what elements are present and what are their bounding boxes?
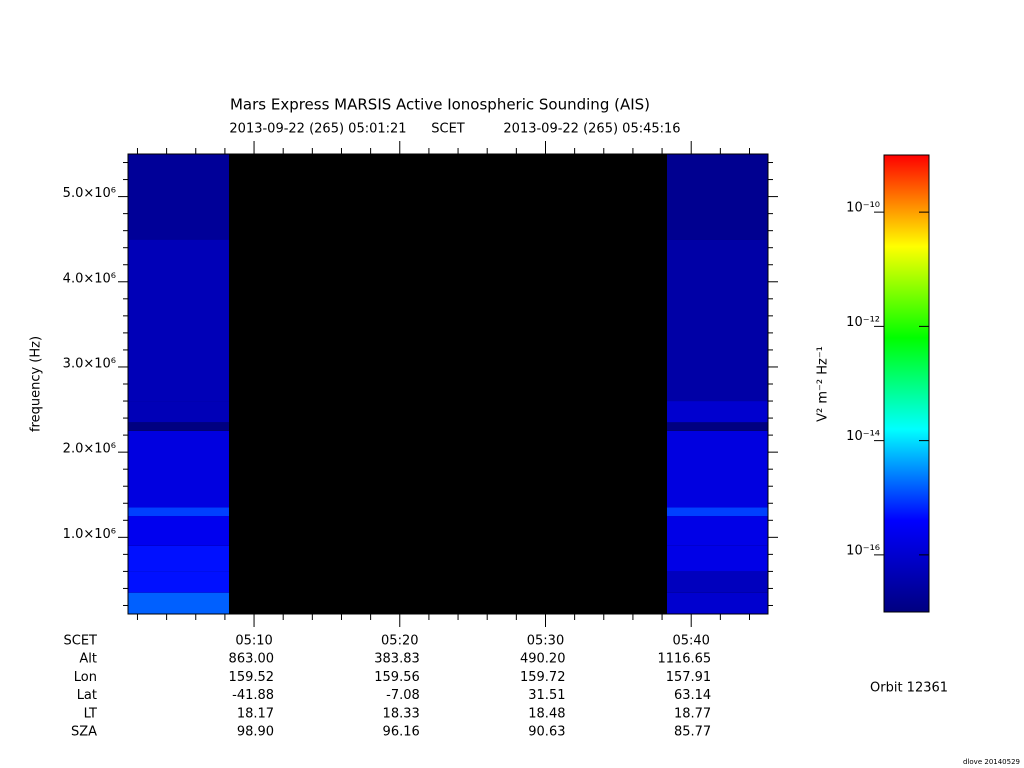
- ephemeris-label: Lon: [74, 670, 97, 685]
- spectrogram-cell: [667, 516, 768, 546]
- y-tick-label: 5.0×10⁶: [63, 186, 116, 201]
- ephemeris-value: 157.91: [666, 670, 712, 685]
- spectrogram-cell: [128, 430, 229, 508]
- spectrogram-cell: [128, 571, 229, 593]
- spectrogram-cell: [128, 154, 229, 240]
- spectrogram-cell: [667, 422, 768, 431]
- ephemeris-label: SCET: [64, 634, 98, 649]
- plot-background: [128, 154, 768, 614]
- ephemeris-value: 96.16: [383, 725, 420, 740]
- ephemeris-value: 1116.65: [657, 652, 711, 667]
- ephemeris-label: LT: [84, 706, 97, 721]
- orbit-label: Orbit 12361: [870, 681, 948, 696]
- colorbar-label: V² m⁻² Hz⁻¹: [816, 346, 831, 422]
- spectrogram-cell: [128, 239, 229, 402]
- colorbar-tick-label: 10⁻¹²: [846, 315, 880, 330]
- colorbar-tick-label: 10⁻¹⁶: [846, 543, 880, 558]
- ephemeris-value: 159.72: [520, 670, 566, 685]
- y-axis-label: frequency (Hz): [29, 336, 44, 432]
- ephemeris-value: 159.52: [229, 670, 275, 685]
- spectrogram-cell: [128, 507, 229, 517]
- spectrogram-cell: [667, 507, 768, 517]
- ephemeris-value: 18.48: [528, 706, 565, 721]
- x-tick-label: 05:30: [527, 634, 564, 649]
- y-tick-label: 1.0×10⁶: [63, 527, 116, 542]
- ephemeris-value: 18.77: [674, 706, 711, 721]
- spectrogram-cell: [128, 545, 229, 572]
- ephemeris-value: 490.20: [520, 652, 566, 667]
- x-tick-label: 05:40: [672, 634, 709, 649]
- spectrogram-cell: [128, 516, 229, 546]
- spectrogram-cell: [128, 422, 229, 431]
- spectrogram-cell: [667, 401, 768, 423]
- y-tick-label: 3.0×10⁶: [63, 356, 116, 371]
- colorbar-tick-label: 10⁻¹⁰: [846, 201, 880, 216]
- ephemeris-value: 98.90: [237, 725, 274, 740]
- ephemeris-value: -41.88: [232, 688, 274, 703]
- credit: dlove 20140529: [963, 758, 1020, 766]
- subtitle-start: 2013-09-22 (265) 05:01:21: [229, 122, 406, 137]
- spectrogram-cell: [128, 592, 229, 614]
- spectrogram-cell: [667, 430, 768, 508]
- ephemeris-value: 85.77: [674, 725, 711, 740]
- ephemeris-value: 31.51: [528, 688, 565, 703]
- spectrogram-cell: [667, 545, 768, 572]
- ephemeris-value: 18.17: [237, 706, 274, 721]
- ephemeris-value: 90.63: [528, 725, 565, 740]
- ephemeris-value: 863.00: [229, 652, 275, 667]
- ephemeris-value: -7.08: [386, 688, 420, 703]
- spectrogram-cell: [128, 401, 229, 423]
- y-tick-label: 4.0×10⁶: [63, 271, 116, 286]
- spectrogram-cell: [667, 571, 768, 593]
- ephemeris-value: 63.14: [674, 688, 711, 703]
- subtitle-mid: SCET: [431, 122, 465, 137]
- x-tick-label: 05:10: [235, 634, 272, 649]
- ephemeris-value: 159.56: [374, 670, 420, 685]
- ephemeris-label: SZA: [71, 725, 97, 740]
- chart-title: Mars Express MARSIS Active Ionospheric S…: [230, 96, 650, 114]
- spectrogram-cell: [667, 239, 768, 402]
- ephemeris-label: Alt: [79, 652, 97, 667]
- x-tick-label: 05:20: [381, 634, 418, 649]
- ephemeris-value: 383.83: [374, 652, 420, 667]
- spectrogram-cell: [667, 592, 768, 614]
- subtitle-end: 2013-09-22 (265) 05:45:16: [503, 122, 680, 137]
- colorbar: [883, 154, 930, 613]
- spectrogram-cell: [667, 154, 768, 240]
- y-tick-label: 2.0×10⁶: [63, 442, 116, 457]
- ephemeris-label: Lat: [77, 688, 97, 703]
- ephemeris-value: 18.33: [383, 706, 420, 721]
- colorbar-tick-label: 10⁻¹⁴: [846, 429, 880, 444]
